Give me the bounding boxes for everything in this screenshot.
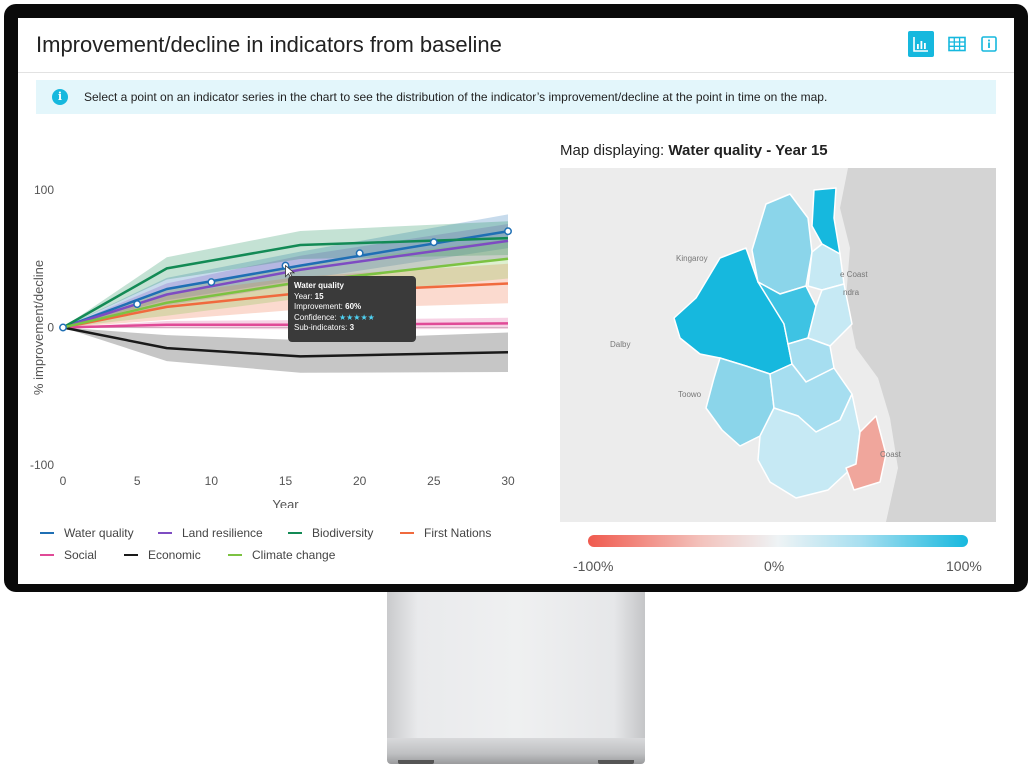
series-line-land-resilience [62, 239, 509, 329]
legend-label: Water quality [64, 526, 134, 540]
place-label: Toowo [678, 390, 702, 399]
y-tick-label: -100 [30, 458, 54, 472]
place-label: Kingaroy [676, 254, 708, 263]
info-banner: i Select a point on an indicator series … [36, 80, 996, 114]
tooltip-title: Water quality [294, 281, 344, 290]
legend-item-first-nations[interactable]: First Nations [400, 526, 491, 540]
x-axis-label: Year [272, 497, 299, 508]
place-label: Coast [880, 450, 901, 459]
legend-label: Climate change [252, 548, 336, 562]
legend-item-water-quality[interactable]: Water quality [40, 526, 134, 540]
legend-item-climate-change[interactable]: Climate change [228, 548, 335, 562]
chart-tooltip: Water quality Year: 15 Improvement: 60% … [288, 276, 416, 342]
legend-item-land-resilience[interactable]: Land resilience [158, 526, 263, 540]
tooltip-year-label: Year: [294, 291, 313, 301]
legend-item-biodiversity[interactable]: Biodiversity [288, 526, 373, 540]
series-line-biodiversity [62, 236, 509, 329]
legend-label: Biodiversity [312, 526, 374, 540]
scale-max-label: 100% [946, 558, 982, 574]
x-tick-label: 5 [134, 474, 141, 488]
page-title: Improvement/decline in indicators from b… [36, 32, 502, 57]
series-line-water-quality [62, 230, 509, 329]
indicator-line-chart: 100 0 -100 0 5 10 15 20 25 30 Year % improvement/de… [30, 183, 515, 508]
map-title: Map displaying: Water quality - Year 15 [560, 142, 828, 159]
info-icon [981, 36, 997, 52]
legend-swatch [158, 532, 172, 534]
info-circle-icon: i [52, 89, 68, 105]
ocean-area [840, 168, 996, 522]
y-tick-label: 0 [47, 321, 54, 335]
data-point-marker [59, 323, 67, 332]
legend-swatch [124, 554, 138, 556]
legend-swatch [400, 532, 414, 534]
tooltip-confidence-label: Confidence: [294, 312, 337, 322]
place-label: ndra [843, 288, 860, 297]
x-tick-label: 30 [501, 474, 515, 488]
tooltip-improvement-label: Improvement: [294, 302, 343, 311]
x-tick-label: 10 [205, 474, 219, 488]
series-line-climate-change [62, 257, 509, 329]
confidence-stars-icon: ★★★★★ [338, 312, 375, 322]
monitor-stand-base [387, 738, 645, 764]
info-button[interactable] [976, 31, 1002, 57]
chart-view-button[interactable] [908, 31, 934, 57]
series-line-economic [62, 326, 509, 358]
table-icon [948, 36, 966, 52]
stand-foot [598, 760, 634, 764]
map-title-value: Water quality - Year 15 [668, 142, 828, 159]
map-region[interactable] [705, 357, 775, 447]
x-tick-label: 15 [279, 474, 293, 488]
color-scale-bar [588, 535, 968, 547]
data-point-marker [133, 300, 142, 309]
legend-label: Economic [148, 548, 201, 562]
monitor-stand [387, 592, 645, 738]
bar-chart-icon [913, 37, 928, 52]
y-tick-label: 100 [34, 183, 54, 197]
y-axis-label: % improvement/decline [31, 260, 46, 395]
place-label: e Coast [840, 270, 868, 279]
header-divider [18, 72, 1014, 73]
legend-swatch [40, 554, 54, 556]
legend-label: Land resilience [182, 526, 263, 540]
data-point-marker [429, 238, 438, 247]
legend-item-economic[interactable]: Economic [124, 548, 201, 562]
tooltip-subindicators-label: Sub-indicators: [294, 323, 348, 332]
tooltip-improvement-value: 60% [345, 302, 362, 311]
confidence-band [63, 327, 508, 373]
map-title-prefix: Map displaying: [560, 142, 669, 159]
tooltip-subindicators-value: 3 [349, 323, 355, 332]
x-tick-label: 20 [353, 474, 367, 488]
data-point-marker [207, 278, 216, 287]
scale-min-label: -100% [573, 558, 614, 574]
choropleth-map[interactable]: Kingaroy Dalby Toowo e Coast ndra Coast [560, 168, 996, 522]
data-point-marker [504, 227, 512, 236]
table-view-button[interactable] [944, 31, 970, 57]
stand-foot [398, 760, 434, 764]
x-tick-label: 25 [427, 474, 441, 488]
map-canvas [560, 168, 996, 522]
legend-label: Social [64, 548, 97, 562]
scale-mid-label: 0% [764, 558, 785, 574]
x-tick-label: 0 [60, 474, 67, 488]
confidence-band [63, 221, 508, 328]
tooltip-year-value: 15 [314, 291, 324, 301]
map-region[interactable] [845, 415, 887, 491]
legend-swatch [288, 532, 302, 534]
legend-swatch [228, 554, 242, 556]
screen: Improvement/decline in indicators from b… [18, 18, 1014, 584]
legend-item-social[interactable]: Social [40, 548, 97, 562]
info-banner-text: Select a point on an indicator series in… [84, 90, 828, 104]
legend-label: First Nations [424, 526, 492, 540]
data-point-marker [355, 249, 364, 258]
place-label: Dalby [610, 340, 631, 349]
legend-swatch [40, 532, 54, 534]
